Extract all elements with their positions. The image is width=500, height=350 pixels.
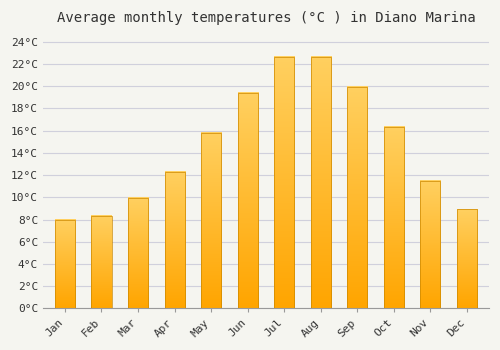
Title: Average monthly temperatures (°C ) in Diano Marina: Average monthly temperatures (°C ) in Di…: [56, 11, 476, 25]
Bar: [201, 133, 221, 308]
Bar: [457, 210, 477, 308]
Bar: [420, 181, 440, 308]
Bar: [274, 57, 294, 308]
Bar: [348, 87, 368, 308]
Bar: [310, 57, 331, 308]
Bar: [164, 172, 184, 308]
Bar: [384, 127, 404, 308]
Bar: [128, 198, 148, 308]
Bar: [238, 93, 258, 308]
Bar: [55, 219, 75, 308]
Bar: [92, 216, 112, 308]
